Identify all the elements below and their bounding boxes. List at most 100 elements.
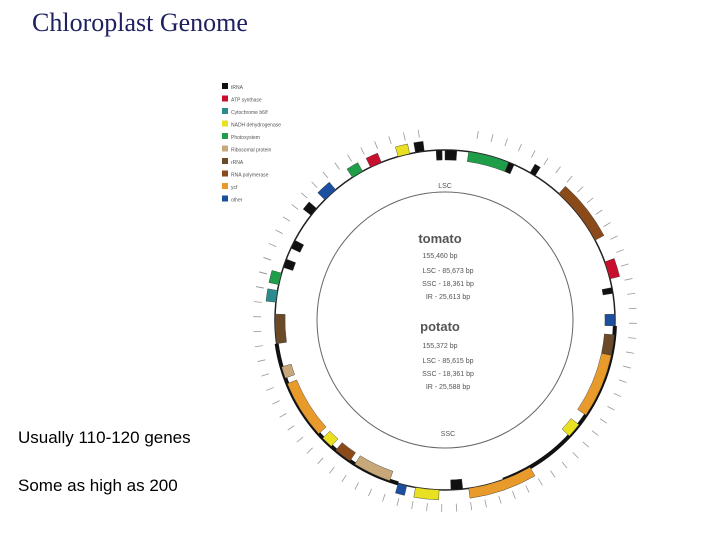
gene-block bbox=[395, 483, 407, 496]
legend-swatch bbox=[222, 158, 228, 164]
gene-block bbox=[354, 455, 394, 481]
gene-tick bbox=[341, 474, 347, 483]
legend-label: ATP synthase bbox=[231, 98, 262, 104]
legend-label: Photosystem bbox=[231, 135, 260, 141]
gene-tick bbox=[275, 229, 283, 234]
legend-swatch bbox=[222, 120, 228, 127]
gene-tick bbox=[498, 495, 502, 504]
gene-tick bbox=[255, 286, 264, 289]
gene-block bbox=[435, 149, 443, 161]
gene-block bbox=[335, 442, 356, 462]
gene-tick bbox=[577, 186, 584, 193]
genome-size: 155,460 bp bbox=[422, 253, 457, 260]
gene-tick bbox=[268, 243, 277, 247]
region-label: SSC bbox=[441, 431, 455, 438]
gene-block bbox=[302, 201, 317, 216]
gene-tick bbox=[282, 216, 291, 222]
gene-block bbox=[283, 258, 296, 271]
gene-tick bbox=[607, 406, 615, 411]
gene-tick bbox=[322, 171, 329, 179]
gene-block bbox=[281, 363, 295, 379]
gene-block bbox=[413, 487, 440, 501]
gene-block bbox=[504, 162, 515, 175]
gene-tick bbox=[620, 263, 629, 267]
gene-tick bbox=[374, 141, 378, 149]
gene-tick bbox=[296, 436, 304, 443]
gene-tick bbox=[261, 373, 270, 377]
legend-swatch bbox=[222, 170, 228, 177]
gene-block bbox=[601, 287, 614, 296]
gene-tick bbox=[368, 488, 372, 497]
gene-block bbox=[287, 379, 327, 435]
gene-tick bbox=[595, 209, 603, 215]
gene-tick bbox=[272, 400, 280, 405]
gene-tick bbox=[334, 162, 340, 170]
gene-tick bbox=[306, 447, 313, 454]
gene-block bbox=[395, 143, 410, 157]
gene-block bbox=[444, 149, 458, 161]
gene-block bbox=[265, 288, 278, 303]
region-size: SSC - 18,361 bp bbox=[422, 371, 474, 378]
legend-swatch bbox=[222, 145, 228, 152]
bullet: Some as high as 200 bbox=[18, 476, 178, 495]
gene-tick bbox=[550, 470, 556, 478]
gene-tick bbox=[329, 466, 335, 474]
gene-tick bbox=[624, 278, 633, 281]
gene-tick bbox=[266, 387, 274, 391]
gene-block bbox=[365, 152, 382, 168]
region-size: LSC - 85,615 bp bbox=[423, 358, 474, 365]
gene-tick bbox=[531, 150, 536, 158]
legend-swatch bbox=[222, 83, 228, 89]
gene-tick bbox=[259, 271, 267, 275]
gene-tick bbox=[360, 147, 365, 155]
gene-tick bbox=[616, 249, 624, 253]
gene-tick bbox=[263, 257, 272, 261]
gene-tick bbox=[490, 134, 494, 142]
legend-label: tRNA bbox=[231, 85, 244, 91]
gene-tick bbox=[613, 393, 622, 397]
gene-tick bbox=[518, 143, 522, 152]
region-size: IR - 25,613 bp bbox=[426, 294, 470, 301]
gene-tick bbox=[347, 154, 352, 162]
gene-block bbox=[558, 185, 605, 241]
gene-tick bbox=[396, 498, 400, 506]
gene-tick bbox=[300, 192, 308, 199]
gene-tick bbox=[618, 379, 627, 383]
legend-label: RNA polymerase bbox=[231, 173, 269, 179]
gene-tick bbox=[572, 452, 579, 459]
gene-tick bbox=[566, 175, 573, 183]
gene-tick bbox=[603, 222, 611, 227]
gene-tick bbox=[538, 478, 543, 486]
region-size: IR - 25,588 bp bbox=[426, 384, 470, 391]
gene-block bbox=[468, 466, 536, 499]
genome-size: 155,372 bp bbox=[422, 343, 457, 350]
legend-label: other bbox=[231, 198, 243, 204]
legend-swatch bbox=[222, 183, 228, 189]
species-name: tomato bbox=[418, 231, 461, 246]
gene-tick bbox=[555, 166, 561, 174]
gene-tick bbox=[543, 157, 549, 166]
gene-block bbox=[290, 239, 304, 253]
gene-tick bbox=[512, 491, 516, 499]
gene-tick bbox=[623, 365, 631, 369]
bullet: Usually 110-120 genes bbox=[18, 428, 191, 447]
species-name: potato bbox=[420, 319, 460, 334]
gene-tick bbox=[484, 499, 487, 508]
gene-tick bbox=[582, 441, 590, 448]
gene-block bbox=[604, 313, 616, 327]
gene-tick bbox=[403, 132, 406, 141]
gene-tick bbox=[253, 301, 262, 303]
legend-label: Ribosomal protein bbox=[231, 148, 272, 154]
gene-tick bbox=[470, 502, 473, 511]
gene-tick bbox=[561, 461, 568, 469]
inverted-repeat bbox=[502, 325, 617, 482]
gene-tick bbox=[354, 482, 359, 490]
region-size: LSC - 85,673 bp bbox=[423, 268, 474, 275]
gene-tick bbox=[417, 129, 420, 138]
gene-tick bbox=[254, 345, 263, 348]
gene-block bbox=[413, 141, 425, 153]
gene-tick bbox=[627, 292, 636, 295]
gene-tick bbox=[586, 197, 594, 204]
